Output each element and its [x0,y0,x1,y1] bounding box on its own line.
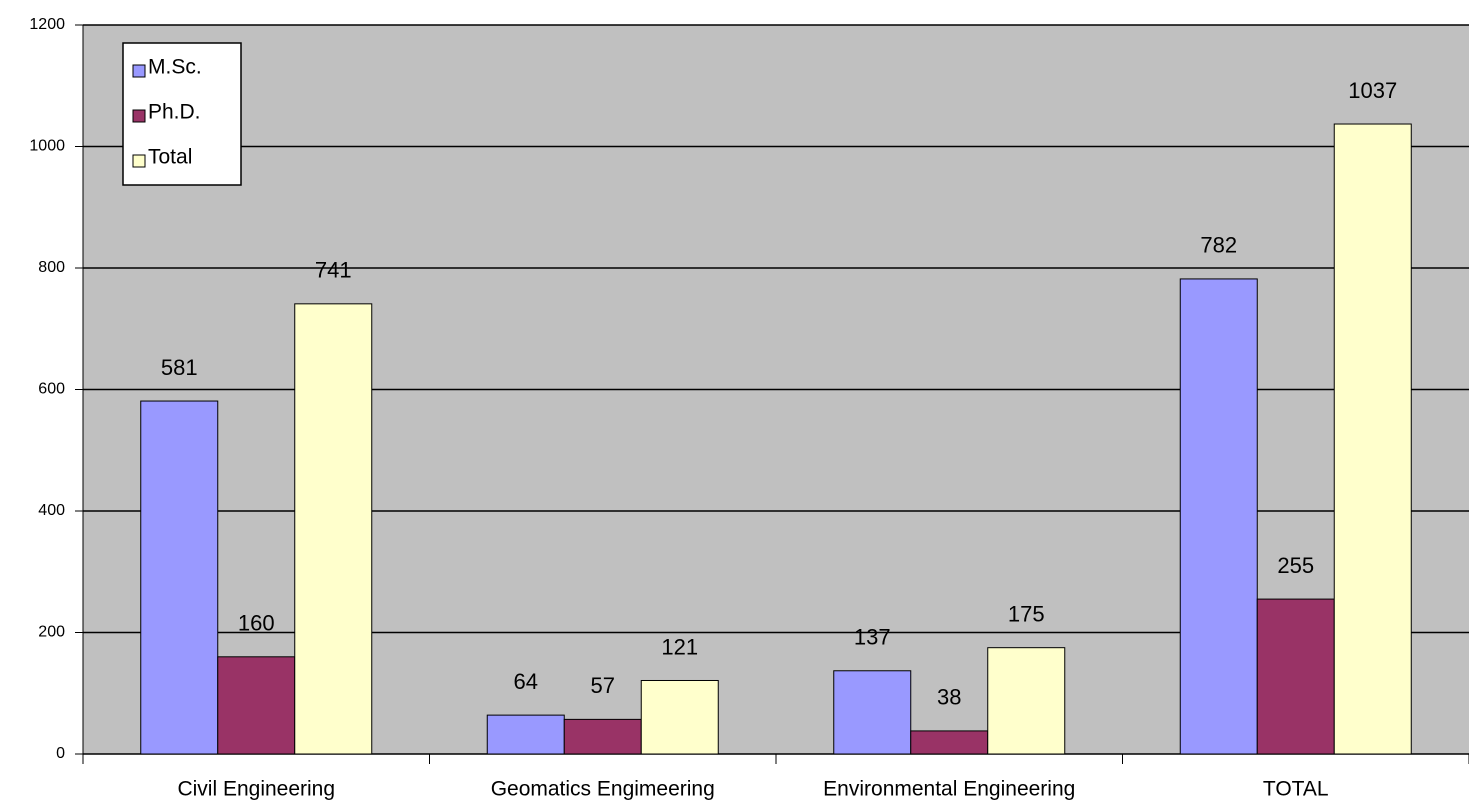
x-tick-label: Environmental Engineering [823,778,1075,801]
bar [217,656,296,755]
bar [1256,598,1335,755]
bar [987,647,1066,755]
bar [563,718,642,755]
value-label: 137 [854,625,891,650]
value-label: 160 [238,611,275,636]
legend-swatch [132,64,146,78]
bar [294,303,373,755]
value-label: 782 [1200,233,1237,258]
bar [640,679,719,755]
x-tick-label: TOTAL [1263,778,1329,801]
value-label: 38 [937,685,961,710]
legend-label: Ph.D. [148,101,201,124]
y-tick-label: 200 [38,624,65,641]
y-tick-label: 800 [38,259,65,276]
value-label: 581 [161,355,198,380]
value-label: 741 [315,258,352,283]
legend-swatch [132,109,146,123]
bar [910,730,989,755]
value-label: 57 [591,673,615,698]
legend-swatch [132,154,146,168]
bar [140,400,219,755]
y-tick-label: 600 [38,381,65,398]
bar [486,714,565,755]
x-tick-label: Geomatics Engimeering [491,778,715,801]
legend-label: M.Sc. [148,56,202,79]
bar [833,670,912,755]
value-label: 1037 [1348,78,1397,103]
value-label: 121 [661,634,698,659]
value-label: 64 [514,669,538,694]
bar [1179,278,1258,755]
y-tick-label: 400 [38,502,65,519]
legend-label: Total [148,146,192,169]
bar [1333,123,1412,755]
x-tick-label: Civil Engineering [177,778,335,801]
y-tick-label: 1000 [29,138,65,155]
value-label: 175 [1008,602,1045,627]
y-tick-label: 0 [56,745,65,762]
value-label: 255 [1277,553,1314,578]
y-tick-label: 1200 [29,16,65,33]
